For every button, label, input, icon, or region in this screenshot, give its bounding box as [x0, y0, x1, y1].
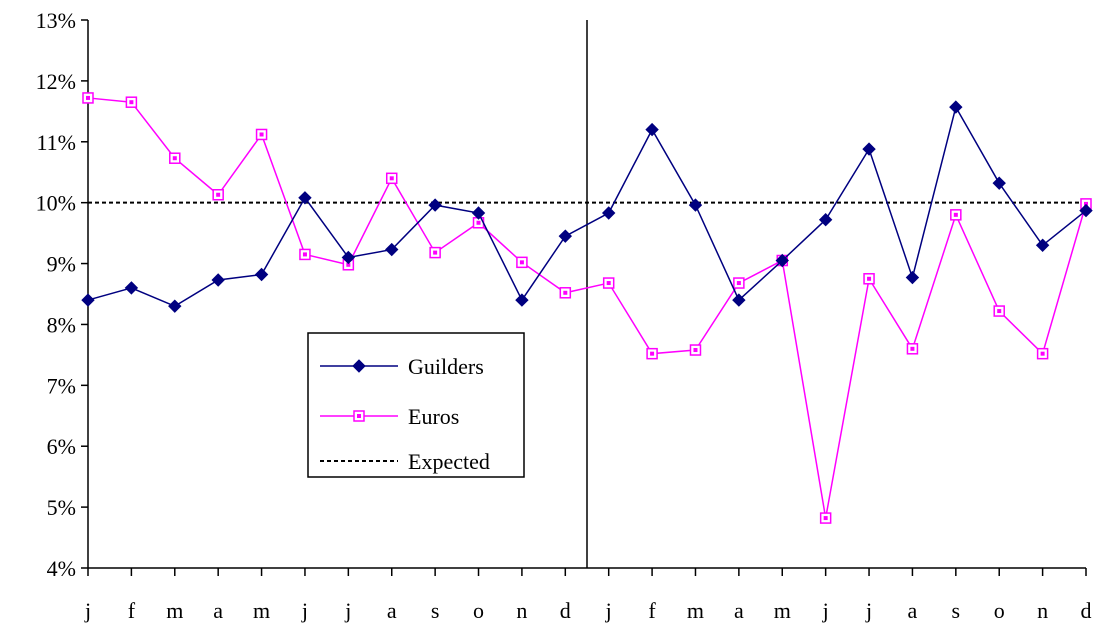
legend: Guilders Euros Expected: [307, 332, 525, 478]
data-point-guilders: [515, 293, 529, 307]
data-point-guilders: [1079, 203, 1093, 218]
x-tick-label: f: [128, 598, 136, 623]
data-point-guilders: [688, 198, 703, 212]
data-point-guilders: [385, 242, 399, 257]
data-point-euros-inner: [259, 132, 264, 137]
legend-label-expected: Expected: [408, 449, 490, 474]
data-point-guilders: [211, 273, 225, 287]
y-tick-label: 5%: [47, 495, 76, 520]
data-point-euros-inner: [172, 156, 177, 161]
data-point-euros-inner: [519, 260, 524, 265]
x-tick-label: a: [387, 598, 397, 623]
data-point-guilders: [124, 281, 139, 295]
data-point-euros-inner: [389, 176, 394, 181]
y-tick-label: 7%: [47, 373, 76, 398]
x-tick-label: f: [648, 598, 656, 623]
data-point-guilders: [81, 293, 95, 307]
x-tick-label: a: [734, 598, 744, 623]
y-tick-label: 8%: [47, 312, 76, 337]
data-point-guilders: [905, 270, 920, 285]
x-tick-label: j: [84, 598, 91, 623]
y-tick-label: 13%: [36, 8, 76, 33]
legend-guilders-marker: [352, 359, 366, 373]
data-point-guilders: [254, 267, 269, 282]
data-point-euros-inner: [433, 250, 438, 255]
data-point-euros-inner: [86, 95, 90, 100]
x-tick-label: m: [774, 598, 791, 623]
legend-label-euros: Euros: [408, 404, 459, 429]
data-point-guilders: [168, 299, 182, 313]
y-tick-label: 9%: [47, 252, 76, 277]
x-tick-label: n: [516, 598, 527, 623]
plot-area: 4% 5% 6% 7% 8% 9% 10% 11% 12% 13% j f m a m j j a s o n d j f m a…: [36, 8, 1093, 623]
legend-box: [307, 332, 525, 478]
data-point-guilders: [862, 142, 876, 156]
y-tick-label: 11%: [36, 130, 76, 155]
data-point-euros-inner: [1040, 351, 1045, 356]
x-tick-label: d: [1081, 598, 1092, 623]
data-point-guilders: [558, 229, 573, 243]
data-point-guilders: [428, 198, 442, 212]
data-point-euros-inner: [693, 348, 698, 353]
data-point-guilders: [775, 253, 789, 268]
legend-label-guilders: Guilders: [408, 354, 484, 379]
x-tick-label: a: [213, 598, 223, 623]
data-point-guilders: [601, 206, 616, 220]
y-tick-label: 12%: [36, 69, 76, 94]
data-point-euros-inner: [563, 290, 568, 295]
x-tick-label: m: [687, 598, 704, 623]
data-point-euros-inner: [867, 276, 872, 281]
data-point-guilders: [341, 250, 356, 265]
data-point-euros-inner: [302, 252, 307, 257]
x-tick-label: j: [301, 598, 308, 623]
data-point-guilders: [1035, 238, 1050, 252]
x-tick-label: d: [560, 598, 571, 623]
data-point-euros-inner: [997, 309, 1002, 314]
data-point-guilders: [732, 293, 746, 307]
x-tick-label: s: [952, 598, 961, 623]
data-point-guilders: [645, 122, 659, 137]
data-point-guilders: [471, 206, 486, 220]
x-tick-label: m: [253, 598, 270, 623]
data-point-euros-inner: [910, 346, 915, 351]
x-tick-label: n: [1037, 598, 1048, 623]
data-point-euros-inner: [736, 281, 741, 286]
x-tick-label: j: [865, 598, 872, 623]
data-point-guilders: [992, 176, 1006, 190]
data-point-euros-inner: [606, 281, 611, 286]
series-line-euros: [87, 97, 1087, 519]
data-point-euros-inner: [650, 351, 655, 356]
x-tick-label: m: [166, 598, 183, 623]
data-point-euros-inner: [953, 212, 958, 217]
data-point-guilders: [949, 100, 963, 114]
data-point-guilders: [818, 213, 833, 227]
series-line-guilders: [87, 105, 1087, 308]
x-tick-label: j: [605, 598, 612, 623]
x-tick-label: a: [908, 598, 918, 623]
data-point-euros-inner: [216, 192, 221, 197]
data-point-euros-inner: [823, 516, 828, 521]
x-tick-label: j: [822, 598, 829, 623]
x-tick-label: o: [994, 598, 1005, 623]
y-tick-label: 10%: [36, 191, 76, 216]
x-tick-label: o: [473, 598, 484, 623]
x-tick-label: s: [431, 598, 440, 623]
y-tick-label: 6%: [47, 434, 76, 459]
data-point-guilders: [298, 191, 312, 205]
y-tick-label: 4%: [47, 556, 76, 581]
data-point-euros-inner: [476, 220, 481, 225]
x-tick-label: j: [344, 598, 351, 623]
data-point-euros-inner: [129, 100, 134, 105]
data-point-euros-inner: [346, 262, 351, 267]
legend-euros-marker-inner: [357, 414, 361, 418]
